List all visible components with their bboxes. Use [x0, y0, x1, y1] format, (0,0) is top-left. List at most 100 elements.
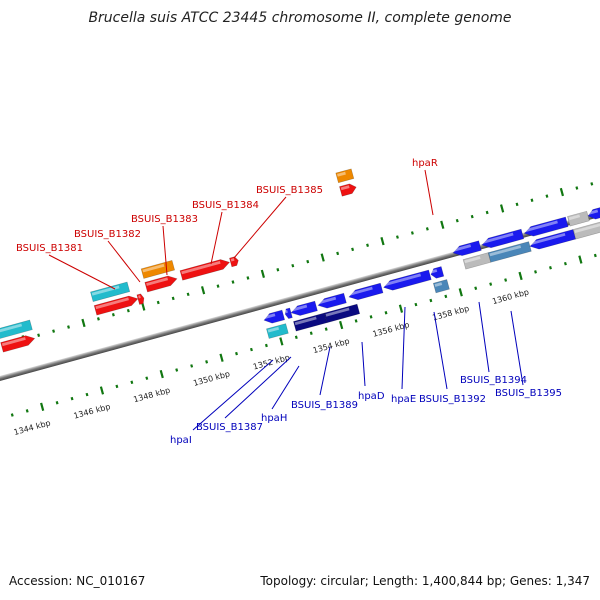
label-bsuis-b1382[interactable]: BSUIS_B1382 [74, 229, 141, 240]
gene-highlight [146, 277, 169, 286]
minor-tick [52, 329, 56, 333]
minor-tick [354, 319, 358, 323]
minor-tick [336, 251, 340, 256]
scale-label: 1360 kbp [491, 287, 530, 306]
minor-tick [563, 261, 567, 266]
callout-line [210, 211, 223, 265]
gene-blue [587, 206, 600, 220]
scale-label: 1346 kbp [73, 402, 112, 421]
label-bsuis-b1395[interactable]: BSUIS_B1395 [495, 388, 562, 399]
major-tick [200, 286, 206, 295]
gene-highlight [348, 286, 373, 296]
minor-tick [126, 308, 130, 313]
minor-tick [276, 268, 280, 272]
minor-tick [351, 247, 355, 252]
gene-blue [317, 292, 347, 309]
gene-blue [290, 300, 318, 316]
major-tick [141, 302, 146, 311]
gene-navy [323, 303, 361, 324]
minor-tick [470, 214, 474, 219]
gene-red [136, 293, 145, 305]
gene-steel [487, 241, 532, 263]
callout-line [510, 310, 524, 386]
minor-tick [306, 259, 310, 264]
label-hpai[interactable]: hpaI [170, 435, 192, 446]
topology-summary: Topology: circular; Length: 1,400,844 bp… [260, 574, 590, 588]
minor-tick [474, 286, 478, 290]
gene-blue [383, 269, 432, 291]
gene-highlight [291, 304, 308, 312]
label-hpad[interactable]: hpaD [358, 391, 385, 402]
gene-highlight [481, 232, 514, 244]
label-bsuis-b1383[interactable]: BSUIS_B1383 [131, 214, 198, 225]
gene-highlight [0, 323, 23, 333]
gene-features [0, 168, 600, 353]
gene-highlight [452, 244, 472, 252]
gene-blue [263, 309, 286, 324]
minor-tick [10, 413, 14, 417]
minor-tick [425, 227, 429, 231]
callout-line [107, 240, 141, 283]
label-bsuis-b1381[interactable]: BSUIS_B1381 [16, 243, 83, 254]
gene-red [93, 295, 139, 316]
label-hpar[interactable]: hpaR [412, 158, 438, 169]
minor-tick [545, 194, 549, 198]
callout-line [361, 341, 366, 387]
label-bsuis-b1387[interactable]: BSUIS_B1387 [196, 422, 263, 433]
callout-line [478, 301, 490, 373]
gene-cyan [266, 323, 289, 339]
major-tick [398, 304, 404, 313]
minor-tick [205, 360, 209, 364]
label-bsuis-b1389[interactable]: BSUIS_B1389 [291, 400, 358, 411]
minor-tick [67, 325, 70, 329]
minor-tick [186, 292, 190, 297]
gene-red [0, 335, 36, 353]
callout-line [271, 365, 300, 410]
minor-tick [85, 392, 89, 397]
major-tick [499, 204, 505, 213]
gene-highlight [318, 296, 337, 305]
gene-highlight [230, 258, 235, 262]
major-tick [518, 271, 523, 281]
minor-tick [246, 276, 250, 280]
gene-red [144, 275, 178, 293]
label-bsuis-b1385[interactable]: BSUIS_B1385 [256, 185, 323, 196]
minor-tick [294, 335, 298, 340]
gene-highlight [325, 307, 350, 317]
minor-tick [25, 409, 29, 413]
gene-highlight [529, 232, 566, 246]
map-title: Brucella suis ATCC 23445 chromosome II, … [88, 10, 512, 26]
label-bsuis-b1392[interactable]: BSUIS_B1392 [419, 394, 486, 405]
minor-tick [70, 396, 74, 401]
label-hpae[interactable]: hpaE [391, 394, 416, 405]
gene-highlight [574, 222, 600, 234]
major-tick [279, 337, 284, 346]
gene-highlight [464, 256, 481, 264]
minor-tick [384, 311, 388, 315]
scale-label: 1344 kbp [13, 418, 52, 437]
minor-tick [175, 368, 179, 372]
callout-line [424, 169, 434, 216]
label-bsuis-b1384[interactable]: BSUIS_B1384 [192, 200, 259, 211]
label-hpah[interactable]: hpaH [261, 413, 287, 424]
minor-tick [145, 376, 149, 380]
minor-tick [429, 298, 433, 303]
gene-steel [432, 279, 450, 294]
gene-highlight [524, 220, 558, 233]
callout-line [401, 306, 406, 390]
minor-tick [235, 351, 238, 356]
major-tick [578, 255, 583, 264]
callout-line [162, 225, 168, 276]
major-tick [159, 369, 164, 379]
minor-tick [37, 333, 41, 337]
minor-tick [366, 243, 370, 247]
gene-highlight [181, 260, 221, 275]
gene-highlight [340, 185, 350, 191]
gene-highlight [264, 313, 276, 319]
accession-text: Accession: NC_010167 [9, 574, 146, 588]
minor-tick [309, 331, 313, 335]
minor-tick [575, 186, 579, 190]
minor-tick [444, 294, 448, 299]
label-bsuis-b1394[interactable]: BSUIS_B1394 [460, 375, 527, 386]
